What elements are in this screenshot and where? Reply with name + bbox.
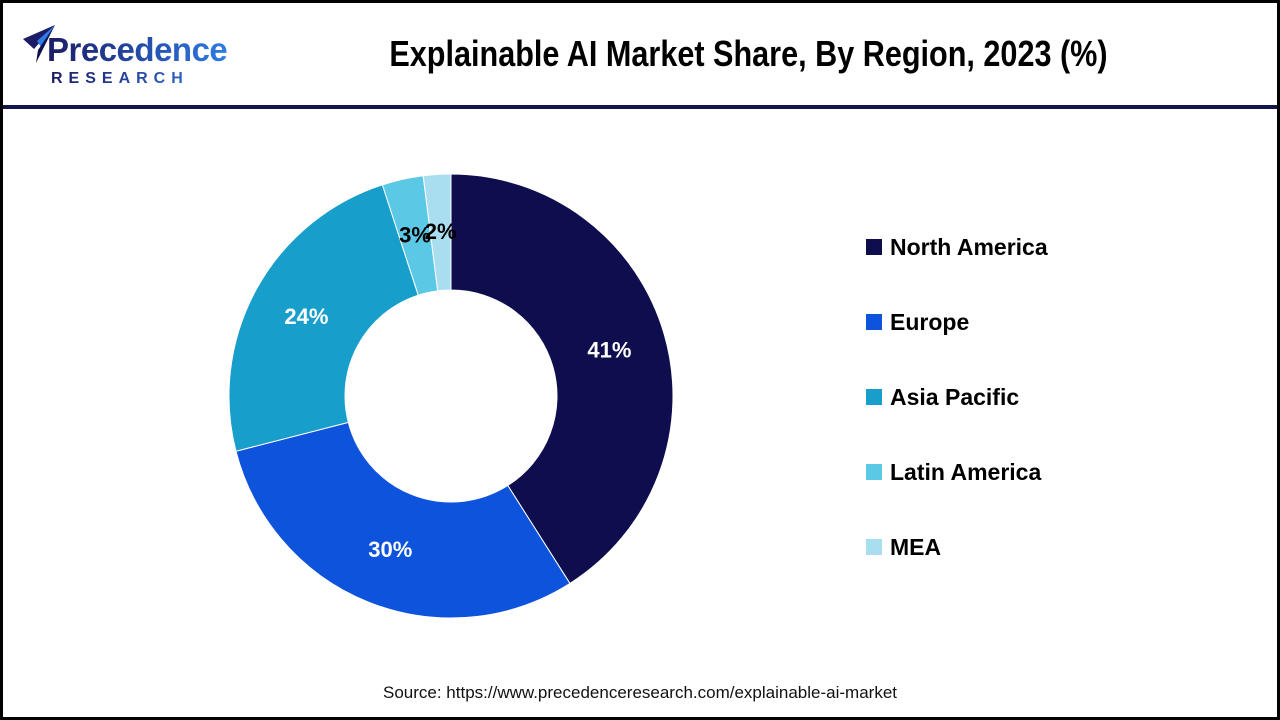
legend-label: Latin America	[890, 458, 1042, 485]
logo-text: Precedence RESEARCH	[47, 31, 228, 88]
legend-label: Asia Pacific	[890, 383, 1020, 410]
slice-label: 3%	[399, 223, 431, 248]
slice-label: 41%	[587, 338, 631, 363]
legend: North America Europe Asia Pacific Latin Ame…	[866, 233, 1048, 560]
legend-item-asia-pacific: Asia Pacific	[866, 383, 1048, 410]
legend-swatch	[866, 314, 882, 330]
legend-swatch	[866, 539, 882, 555]
donut-slice-mea	[422, 173, 452, 292]
slice-label: 2%	[425, 219, 457, 244]
logo-wordmark: Precedence	[47, 31, 228, 68]
brand-logo: Precedence RESEARCH	[21, 21, 231, 91]
source-text: Source: https://www.precedenceresearch.c…	[382, 683, 898, 702]
legend-label: Europe	[890, 308, 970, 335]
legend-item-latin-america: Latin America	[866, 458, 1048, 485]
legend-item-mea: MEA	[866, 533, 1048, 560]
legend-item-europe: Europe	[866, 308, 1048, 335]
donut-svg: 41% 30% 24% 3%2%	[228, 173, 674, 619]
legend-label: North America	[890, 233, 1048, 260]
paper-plane-icon	[23, 25, 55, 63]
header: Precedence RESEARCH Explainable AI Marke…	[3, 3, 1277, 105]
legend-swatch	[866, 464, 882, 480]
legend-swatch	[866, 389, 882, 405]
legend-label: MEA	[890, 533, 942, 560]
donut-slice-north-america	[450, 173, 674, 585]
title-container: Explainable AI Market Share, By Region, …	[228, 3, 1269, 105]
legend-item-north-america: North America	[866, 233, 1048, 260]
donut-slice-europe	[235, 421, 571, 619]
logo-subtitle: RESEARCH	[51, 70, 227, 88]
page-title: Explainable AI Market Share, By Region, …	[389, 33, 1108, 74]
legend-swatch	[866, 239, 882, 255]
slice-label: 24%	[284, 304, 328, 329]
chart: 41% 30% 24% 3% 2% North America Europe Asia Pa…	[3, 109, 1277, 717]
donut-slice-asia-pacific	[228, 184, 419, 452]
header-separator	[3, 105, 1277, 109]
slice-label: 30%	[368, 537, 412, 562]
